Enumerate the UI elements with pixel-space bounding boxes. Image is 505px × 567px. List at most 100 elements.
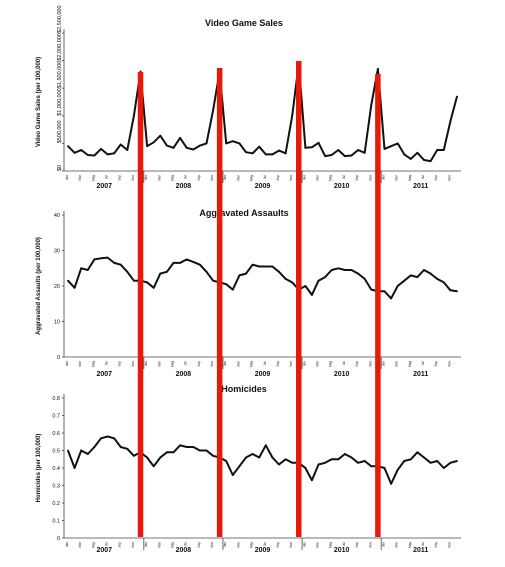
x-tick-label: Sep (118, 361, 122, 367)
data-point (370, 288, 373, 291)
data-point (67, 145, 69, 148)
year-label: 2007 (96, 547, 112, 554)
year-label: 2010 (334, 547, 350, 554)
x-tick-label: Mar (316, 174, 320, 180)
data-point (416, 151, 419, 154)
data-point (146, 145, 149, 148)
x-tick-label: Mar (157, 174, 161, 180)
x-tick-label: May (91, 361, 95, 367)
y-tick-label: 0 (57, 355, 60, 361)
x-tick-label: Nov (447, 175, 451, 181)
data-point (185, 446, 188, 448)
data-point (245, 272, 247, 275)
data-point (205, 449, 208, 452)
y-tick-label: $500,000 (57, 120, 63, 143)
x-tick-label: Sep (355, 542, 359, 548)
data-point (106, 256, 109, 259)
year-label: 2010 (334, 371, 350, 378)
data-point (119, 446, 122, 448)
y-tick-label: 10 (54, 320, 60, 326)
data-point (159, 134, 162, 137)
data-point (383, 148, 386, 150)
data-point (278, 270, 280, 273)
data-point (403, 279, 406, 282)
data-point (304, 146, 307, 149)
data-point (80, 267, 83, 270)
data-point (416, 276, 419, 279)
data-point (251, 263, 254, 266)
data-point (271, 153, 274, 156)
x-tick-label: Mar (316, 541, 320, 547)
data-point (231, 288, 234, 291)
data-point (185, 258, 188, 261)
data-point (245, 151, 247, 154)
x-tick-label: Nov (131, 542, 135, 548)
data-point (133, 279, 135, 282)
data-point (165, 451, 168, 454)
data-point (449, 461, 452, 464)
data-point (449, 289, 452, 292)
data-point (73, 151, 76, 154)
x-tick-label: Jan (381, 175, 385, 180)
x-tick-label: Nov (210, 542, 214, 548)
data-point (363, 460, 366, 462)
data-point (119, 143, 122, 146)
x-tick-label: Jul (342, 542, 346, 546)
data-point (86, 269, 89, 271)
x-tick-label: Nov (368, 175, 372, 181)
data-point (165, 144, 168, 147)
data-point (271, 456, 274, 459)
x-tick-label: Mar (157, 541, 161, 547)
data-point (86, 154, 89, 156)
y-axis-label: Video Game Sales (per 100,000) (36, 57, 42, 147)
x-tick-label: Jan (381, 361, 385, 366)
data-point (80, 449, 83, 452)
data-point (185, 146, 188, 149)
data-point (80, 149, 83, 151)
x-tick-label: Sep (276, 361, 280, 367)
data-point (225, 142, 228, 145)
series-line (67, 62, 458, 163)
x-tick-label: May (408, 361, 412, 367)
data-point (264, 444, 267, 447)
y-axis-label: Aggravated Assaults (per 100,000) (36, 237, 42, 335)
data-point (172, 451, 175, 454)
data-point (403, 153, 406, 156)
data-point (357, 149, 360, 151)
x-tick-label: Mar (395, 360, 399, 366)
year-label: 2011 (413, 371, 428, 378)
data-point (172, 146, 175, 149)
x-tick-label: Sep (118, 175, 122, 181)
data-point (198, 449, 201, 452)
x-tick-label: Jul (184, 361, 188, 365)
chart-title: Homicides (221, 384, 267, 394)
data-point (436, 149, 439, 151)
y-tick-label: $1,500,000 (57, 61, 63, 89)
x-tick-label: Jul (421, 542, 425, 546)
x-tick-label: Nov (289, 175, 293, 181)
x-tick-label: May (170, 542, 174, 548)
y-tick-label: $2,000,000 (57, 33, 63, 61)
x-tick-label: Sep (197, 542, 201, 548)
data-point (238, 274, 241, 277)
x-tick-label: Nov (289, 361, 293, 367)
x-tick-label: May (250, 361, 254, 367)
data-point (304, 285, 307, 287)
data-point (317, 279, 320, 282)
x-tick-label: Jul (342, 175, 346, 179)
data-point (442, 281, 445, 284)
data-point (337, 458, 340, 461)
x-tick-label: Nov (210, 175, 214, 181)
x-tick-label: Jan (223, 175, 227, 180)
data-point (456, 290, 458, 293)
data-point (284, 458, 287, 461)
data-point (357, 461, 360, 464)
data-point (126, 270, 129, 273)
x-tick-label: May (329, 361, 333, 367)
data-point (344, 453, 346, 455)
data-point (126, 447, 129, 450)
data-point (231, 474, 234, 476)
data-point (100, 257, 102, 260)
x-tick-label: May (408, 542, 412, 548)
